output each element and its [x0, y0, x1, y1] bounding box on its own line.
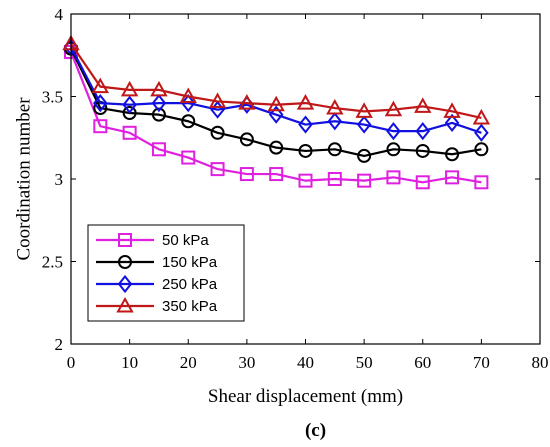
- data-point: [474, 123, 489, 142]
- x-tick-label: 40: [297, 353, 314, 372]
- x-tick-label: 50: [356, 353, 373, 372]
- legend-marker: [118, 233, 132, 247]
- data-point: [93, 93, 108, 113]
- data-point: [386, 142, 401, 157]
- legend-label: 50 kPa: [162, 232, 209, 249]
- data-point: [208, 92, 227, 108]
- data-point: [239, 132, 254, 147]
- data-point: [445, 147, 460, 162]
- data-point: [296, 94, 315, 110]
- data-point: [472, 108, 491, 125]
- series-line: [70, 48, 482, 157]
- data-point: [443, 102, 461, 118]
- series-layer: [62, 34, 491, 190]
- data-point: [326, 99, 344, 115]
- data-point: [298, 173, 313, 188]
- data-point: [151, 107, 166, 122]
- legend: 50 kPa 150 kPa 250 kPa 350 kPa: [87, 224, 245, 322]
- data-point: [327, 112, 343, 131]
- data-point: [414, 97, 432, 113]
- legend-item: 250 kPa: [96, 274, 218, 294]
- data-point: [415, 175, 430, 190]
- series-line: [69, 51, 482, 184]
- axis-ticks: 0 10 20 30 40 50 60 70 80 2 2.5 3 3.5 4: [42, 5, 549, 372]
- y-tick-label: 2: [55, 335, 64, 354]
- x-tick-label: 0: [67, 353, 76, 372]
- x-tick-label: 20: [180, 353, 197, 372]
- data-point: [151, 142, 166, 157]
- series-line: [70, 46, 482, 134]
- data-point: [356, 115, 372, 134]
- series-triangle: [62, 34, 491, 125]
- y-tick-label: 2.5: [42, 253, 63, 272]
- data-point: [298, 143, 313, 158]
- y-axis-label: Coordination number: [13, 97, 34, 261]
- data-point: [91, 77, 110, 94]
- data-point: [181, 114, 196, 129]
- data-point: [239, 167, 254, 182]
- data-point: [93, 119, 108, 134]
- y-tick-label: 4: [55, 5, 64, 24]
- data-point: [357, 148, 372, 163]
- x-axis-label: Shear displacement (mm): [208, 386, 403, 407]
- data-point: [151, 93, 167, 113]
- data-point: [445, 170, 460, 185]
- data-point: [210, 125, 225, 140]
- y-tick-label: 3: [55, 170, 64, 189]
- x-tick-label: 30: [238, 353, 255, 372]
- data-point: [444, 113, 460, 133]
- data-point: [415, 122, 431, 141]
- data-point: [181, 150, 196, 165]
- data-point: [179, 87, 197, 103]
- data-point: [384, 100, 403, 117]
- data-point: [386, 170, 401, 185]
- data-point: [150, 80, 168, 97]
- data-point: [122, 125, 137, 140]
- data-point: [122, 95, 137, 114]
- legend-label: 150 kPa: [162, 254, 218, 271]
- data-point: [120, 80, 139, 97]
- legend-marker: [118, 255, 132, 269]
- x-tick-label: 60: [414, 353, 431, 372]
- data-point: [269, 140, 284, 155]
- legend-item: 350 kPa: [96, 296, 218, 315]
- data-point: [357, 173, 372, 188]
- data-point: [386, 122, 401, 141]
- data-point: [474, 142, 489, 157]
- data-point: [238, 94, 256, 110]
- legend-label: 350 kPa: [162, 298, 218, 315]
- series-line: [70, 43, 482, 120]
- data-point: [210, 162, 225, 177]
- data-point: [268, 105, 284, 124]
- data-point: [122, 106, 137, 120]
- data-point: [474, 175, 489, 190]
- legend-marker: [117, 274, 133, 294]
- data-point: [327, 142, 342, 157]
- panel-label: (c): [305, 420, 326, 441]
- data-point: [298, 115, 313, 134]
- legend-item: 50 kPa: [96, 232, 209, 249]
- data-point: [327, 172, 342, 186]
- series-diamond: [63, 37, 489, 142]
- legend-marker: [116, 296, 134, 313]
- data-point: [415, 143, 430, 158]
- legend-item: 150 kPa: [96, 254, 218, 271]
- data-point: [269, 167, 284, 182]
- data-point: [267, 95, 285, 112]
- legend-label: 250 kPa: [162, 276, 218, 293]
- x-tick-label: 80: [532, 353, 549, 372]
- x-tick-label: 70: [473, 353, 490, 372]
- y-tick-label: 3.5: [42, 88, 63, 107]
- series-square: [64, 44, 489, 190]
- x-tick-label: 10: [121, 353, 138, 372]
- data-point: [180, 93, 196, 113]
- data-point: [355, 102, 373, 118]
